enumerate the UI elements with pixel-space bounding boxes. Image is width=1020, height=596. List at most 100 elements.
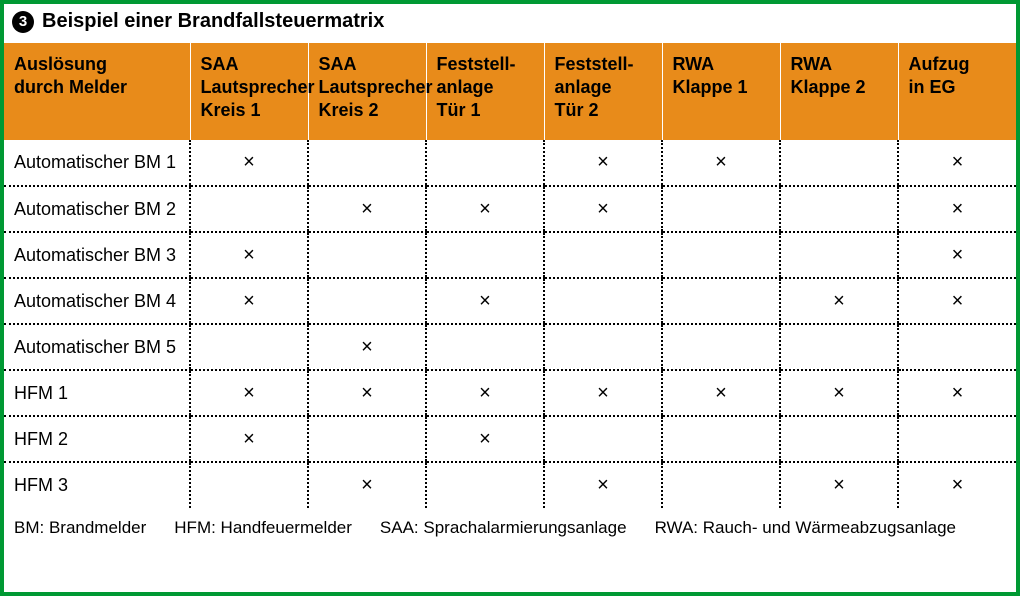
table-header-row: Auslösungdurch Melder SAALautsprecherKre… [4,43,1016,140]
col-header-line: RWA [673,54,715,74]
col-header-line: anlage [555,77,612,97]
mark-cell-empty [308,416,426,462]
col-header: Feststell-anlage Tür 2 [544,43,662,140]
mark-cell-checked: × [308,324,426,370]
row-label: HFM 1 [4,370,190,416]
mark-cell-empty [308,232,426,278]
mark-cell-checked: × [544,140,662,186]
mark-cell-checked: × [308,186,426,232]
row-label: Automatischer BM 3 [4,232,190,278]
row-label: Automatischer BM 2 [4,186,190,232]
legend-item: RWA: Rauch- und Wärmeabzugsanlage [655,518,956,538]
col-header-line: Feststell- [437,54,516,74]
control-matrix-table: Auslösungdurch Melder SAALautsprecherKre… [4,43,1016,508]
mark-cell-empty [662,416,780,462]
mark-cell-empty [426,232,544,278]
mark-cell-empty [544,232,662,278]
mark-cell-checked: × [190,416,308,462]
col-header-line: durch Melder [14,77,127,97]
mark-cell-empty [426,140,544,186]
table-row: Automatischer BM 5× [4,324,1016,370]
mark-cell-empty [426,324,544,370]
table-row: HFM 1××××××× [4,370,1016,416]
table-row: Automatischer BM 1×××× [4,140,1016,186]
mark-cell-checked: × [780,370,898,416]
col-header-line: Klappe 1 [673,77,748,97]
legend: BM: Brandmelder HFM: Handfeuermelder SAA… [4,508,1016,538]
table-row: HFM 2×× [4,416,1016,462]
row-label: HFM 2 [4,416,190,462]
mark-cell-empty [426,462,544,508]
legend-item: SAA: Sprachalarmierungsanlage [380,518,627,538]
mark-cell-empty [662,278,780,324]
mark-cell-checked: × [898,462,1016,508]
mark-cell-empty [662,232,780,278]
col-header: RWAKlappe 2 [780,43,898,140]
mark-cell-checked: × [544,186,662,232]
table-body: Automatischer BM 1××××Automatischer BM 2… [4,140,1016,508]
mark-cell-empty [662,462,780,508]
mark-cell-checked: × [780,278,898,324]
mark-cell-empty [780,140,898,186]
mark-cell-checked: × [898,370,1016,416]
col-header-line: in EG [909,77,956,97]
col-header: SAALautsprecherKreis 1 [190,43,308,140]
col-header-line: Klappe 2 [791,77,866,97]
col-header: SAALautsprecherKreis 2 [308,43,426,140]
mark-cell-checked: × [190,140,308,186]
mark-cell-empty [544,416,662,462]
row-label: Automatischer BM 1 [4,140,190,186]
col-header-line: SAA [319,54,357,74]
mark-cell-checked: × [190,278,308,324]
mark-cell-checked: × [426,416,544,462]
mark-cell-empty [780,232,898,278]
col-header-line: Auslösung [14,54,107,74]
mark-cell-checked: × [308,370,426,416]
mark-cell-empty [544,278,662,324]
mark-cell-checked: × [190,232,308,278]
col-header-line: SAA [201,54,239,74]
legend-item: BM: Brandmelder [14,518,146,538]
col-header: RWA Klappe 1 [662,43,780,140]
mark-cell-checked: × [898,278,1016,324]
mark-cell-empty [190,186,308,232]
mark-cell-empty [190,462,308,508]
mark-cell-checked: × [662,140,780,186]
col-header: Aufzugin EG [898,43,1016,140]
col-header-line: Tür 1 [437,100,481,120]
legend-item: HFM: Handfeuermelder [174,518,352,538]
table-row: Automatischer BM 3×× [4,232,1016,278]
mark-cell-empty [308,140,426,186]
mark-cell-checked: × [662,370,780,416]
col-header-line: Kreis 2 [319,100,379,120]
mark-cell-checked: × [426,278,544,324]
mark-cell-checked: × [898,140,1016,186]
row-label: Automatischer BM 4 [4,278,190,324]
mark-cell-checked: × [898,232,1016,278]
mark-cell-checked: × [898,186,1016,232]
table-row: Automatischer BM 4×××× [4,278,1016,324]
mark-cell-empty [780,186,898,232]
page-title: Beispiel einer Brandfallsteuermatrix [42,10,384,33]
bullet-number-icon: 3 [12,11,34,33]
col-header-line: Lautsprecher [319,77,433,97]
mark-cell-checked: × [426,370,544,416]
col-header-line: Tür 2 [555,100,599,120]
mark-cell-checked: × [780,462,898,508]
col-header-line: Lautsprecher [201,77,315,97]
mark-cell-empty [780,416,898,462]
mark-cell-empty [662,186,780,232]
mark-cell-empty [780,324,898,370]
mark-cell-checked: × [308,462,426,508]
mark-cell-empty [308,278,426,324]
col-header-line: Kreis 1 [201,100,261,120]
mark-cell-empty [898,416,1016,462]
title-row: 3 Beispiel einer Brandfallsteuermatrix [4,4,1016,43]
matrix-frame: 3 Beispiel einer Brandfallsteuermatrix A… [0,0,1020,596]
col-header: Feststell-anlageTür 1 [426,43,544,140]
col-header-line: Feststell- [555,54,634,74]
table-row: Automatischer BM 2×××× [4,186,1016,232]
col-header: Auslösung durch Melder [4,43,190,140]
mark-cell-checked: × [544,370,662,416]
mark-cell-empty [662,324,780,370]
